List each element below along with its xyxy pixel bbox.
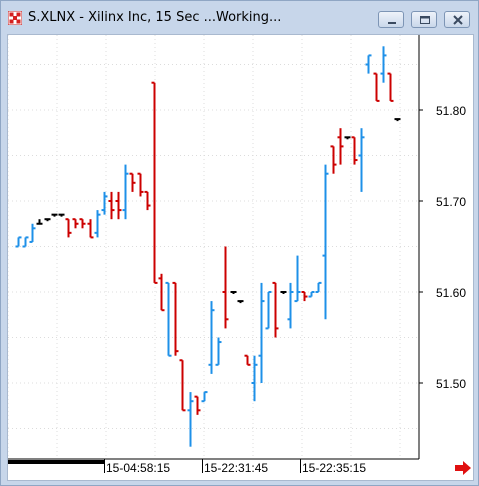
ohlc-bar (287, 282, 294, 329)
ohlc-bar (179, 359, 186, 412)
ohlc-bar (172, 281, 179, 356)
title-bar[interactable]: S.XLNX - Xilinx Inc, 15 Sec ...Working..… (1, 1, 478, 33)
ohlc-bar (108, 191, 115, 220)
ohlc-bar (330, 145, 337, 174)
price-axis: 51.80 51.70 51.60 51.50 (419, 104, 466, 391)
ohlc-bar (272, 281, 279, 338)
ohlc-bar (358, 128, 365, 192)
ohlc-bar (315, 281, 322, 293)
maximize-button[interactable] (411, 11, 437, 28)
ohlc-bar (158, 273, 165, 312)
ohlc-bar (337, 128, 344, 165)
ohlc-bar (230, 291, 237, 294)
ohlc-bar (301, 291, 308, 302)
ohlc-bar (144, 190, 151, 211)
minimize-button[interactable] (378, 11, 404, 28)
ohlc-bar (151, 81, 158, 284)
window-title: S.XLNX - Xilinx Inc, 15 Sec ...Working..… (28, 10, 282, 25)
ohlc-bar (380, 46, 387, 83)
ohlc-bar (244, 354, 251, 366)
price-tick-label: 51.50 (436, 377, 466, 391)
ohlc-bar (94, 210, 101, 238)
ohlc-bar (322, 164, 329, 320)
arrow-right-icon[interactable] (453, 460, 473, 476)
time-tick-label: 15-22:35:15 (302, 461, 366, 475)
ohlc-bar (294, 255, 301, 303)
ohlc-bar (365, 54, 372, 74)
ohlc-bar (36, 219, 43, 225)
ohlc-bar (72, 218, 79, 229)
ohlc-bar (115, 191, 122, 220)
close-button[interactable] (444, 11, 470, 28)
minimize-icon (388, 22, 396, 24)
ohlc-bar (129, 172, 136, 192)
price-tick-label: 51.60 (436, 286, 466, 300)
grid-lines (7, 35, 419, 459)
ohlc-bar (58, 213, 65, 217)
time-tick-label: 15-22:31:45 (204, 461, 268, 475)
price-bars (15, 46, 401, 447)
ohlc-bar (258, 282, 265, 383)
ohlc-bar (122, 164, 129, 220)
ohlc-bar (251, 355, 258, 402)
ohlc-bar (387, 72, 394, 102)
price-tick-label: 51.80 (436, 104, 466, 118)
ohlc-bar (215, 337, 222, 366)
ohlc-chart[interactable]: 51.80 51.70 51.60 51.50 15-04:58:15 15-22:31… (7, 35, 473, 480)
ohlc-bar (15, 236, 22, 248)
ohlc-bar (265, 291, 272, 330)
ohlc-bar (344, 136, 351, 140)
ohlc-bar (79, 218, 86, 229)
ohlc-bar (101, 191, 108, 215)
ohlc-bar (208, 301, 215, 374)
time-tick-label: 15-04:58:15 (106, 461, 170, 475)
ohlc-bar (165, 281, 172, 357)
price-tick-label: 51.70 (436, 195, 466, 209)
ohlc-bar (237, 300, 244, 304)
ohlc-bar (222, 246, 229, 329)
ohlc-bar (351, 136, 358, 165)
maximize-icon (420, 16, 430, 24)
time-axis: 15-04:58:15 15-22:31:45 15-22:35:15 (104, 459, 366, 475)
ohlc-bar (187, 392, 194, 447)
ohlc-bar (44, 218, 51, 222)
ohlc-bar (51, 213, 58, 217)
ohlc-bar (280, 291, 287, 294)
ohlc-bar (87, 219, 94, 239)
ohlc-bar (29, 223, 36, 243)
ohlc-bar (308, 291, 315, 298)
close-icon (453, 15, 463, 25)
ohlc-bar (22, 236, 29, 248)
ohlc-bar (201, 391, 208, 403)
ohlc-bar (65, 218, 72, 238)
time-scroll-thumb[interactable] (8, 460, 104, 464)
ohlc-bar (137, 172, 144, 197)
ohlc-bar (194, 395, 201, 415)
chart-area[interactable]: 51.80 51.70 51.60 51.50 15-04:58:15 15-22:31… (7, 34, 474, 481)
ohlc-bar (373, 72, 380, 102)
chart-app-icon (8, 11, 22, 25)
ohlc-bar (394, 118, 401, 122)
